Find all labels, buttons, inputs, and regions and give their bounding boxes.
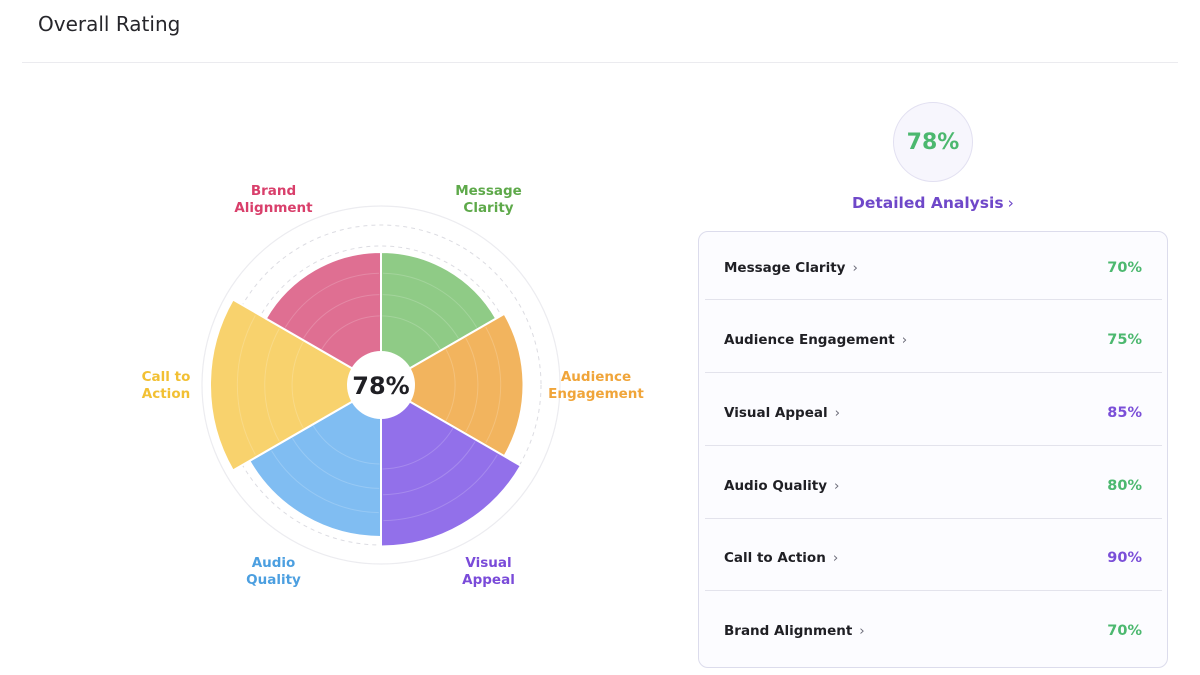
metric-value: 70% xyxy=(1107,623,1142,639)
metric-value: 85% xyxy=(1107,405,1142,421)
wedge-visual-appeal xyxy=(380,383,523,548)
wedge-inner-ring xyxy=(321,315,380,350)
wedge-inner-ring xyxy=(271,450,379,514)
chart-center-label: 78% xyxy=(352,372,409,400)
wedge-inner-ring xyxy=(236,315,256,455)
metric-value: 80% xyxy=(1107,478,1142,494)
overall-score-badge: 78% xyxy=(893,102,973,182)
category-label: Audio Quality xyxy=(246,555,301,588)
category-label: Visual Appeal xyxy=(462,555,515,588)
wedge-inner-ring xyxy=(382,315,441,350)
wedge-inner-ring xyxy=(445,348,456,422)
row-divider xyxy=(705,299,1162,300)
detailed-analysis-label: Detailed Analysis xyxy=(852,194,1004,212)
wedge-inner-ring xyxy=(264,328,280,442)
grid-ring-outer xyxy=(201,205,561,565)
wedge-audience-engagement xyxy=(378,312,525,458)
wedge-brand-alignment xyxy=(264,250,382,387)
row-divider xyxy=(705,590,1162,591)
category-label: Audience Engagement xyxy=(548,369,644,402)
wedge-inner-ring xyxy=(291,437,380,489)
row-divider xyxy=(705,445,1162,446)
wedge-audio-quality xyxy=(247,383,382,539)
chevron-right-icon: › xyxy=(852,260,858,276)
metric-row-audio-quality[interactable]: Audio Quality › 80% xyxy=(705,450,1162,522)
wedge-inner-ring xyxy=(382,441,476,496)
wedge-inner-ring xyxy=(284,272,380,328)
wedge-call-to-action xyxy=(209,298,383,472)
row-divider xyxy=(705,518,1162,519)
wedge-message-clarity xyxy=(380,250,498,387)
chevron-right-icon: › xyxy=(859,623,865,639)
category-label: Call to Action xyxy=(142,369,191,402)
category-label: Brand Alignment xyxy=(234,183,313,216)
metric-row-audience-engagement[interactable]: Audience Engagement › 75% xyxy=(705,304,1162,376)
metric-row-message-clarity[interactable]: Message Clarity › 70% xyxy=(705,232,1162,304)
metric-label[interactable]: Audio Quality › xyxy=(724,478,840,494)
metric-label[interactable]: Message Clarity › xyxy=(724,260,858,276)
metric-value: 90% xyxy=(1107,550,1142,566)
header-divider xyxy=(22,62,1178,63)
chevron-right-icon: › xyxy=(1007,194,1014,212)
metric-row-brand-alignment[interactable]: Brand Alignment › 70% xyxy=(705,595,1162,667)
chevron-right-icon: › xyxy=(901,332,908,348)
metric-label[interactable]: Visual Appeal › xyxy=(724,405,840,421)
wedge-inner-ring xyxy=(382,294,459,339)
wedge-inner-ring xyxy=(485,326,502,444)
metric-label[interactable]: Brand Alignment › xyxy=(724,623,865,639)
wedge-inner-ring xyxy=(312,425,380,465)
chart-center-circle xyxy=(347,351,415,419)
metric-value: 70% xyxy=(1107,260,1142,276)
wedge-inner-ring xyxy=(303,294,380,339)
wedge-inner-ring xyxy=(382,272,478,328)
chevron-right-icon: › xyxy=(834,405,840,421)
page-title: Overall Rating xyxy=(38,12,181,36)
chevron-right-icon: › xyxy=(832,550,839,566)
metric-value: 75% xyxy=(1107,332,1142,348)
metric-label[interactable]: Call to Action › xyxy=(724,550,839,566)
wedge-inner-ring xyxy=(382,427,454,470)
chevron-right-icon: › xyxy=(834,478,840,494)
category-label: Message Clarity xyxy=(455,183,522,216)
row-divider xyxy=(705,372,1162,373)
detailed-analysis-link[interactable]: Detailed Analysis › xyxy=(852,194,1014,212)
wedge-inner-ring xyxy=(291,341,304,429)
wedge-inner-ring xyxy=(465,337,479,433)
metric-label[interactable]: Audience Engagement › xyxy=(724,332,908,348)
wedge-inner-ring xyxy=(383,454,498,522)
metrics-panel: Message Clarity › 70% Audience Engagement… xyxy=(698,231,1168,668)
metric-row-call-to-action[interactable]: Call to Action › 90% xyxy=(705,522,1162,594)
metric-row-visual-appeal[interactable]: Visual Appeal › 85% xyxy=(705,377,1162,449)
polar-area-chart: 78% Message Clarity Audience Engagement Visu… xyxy=(142,183,645,588)
